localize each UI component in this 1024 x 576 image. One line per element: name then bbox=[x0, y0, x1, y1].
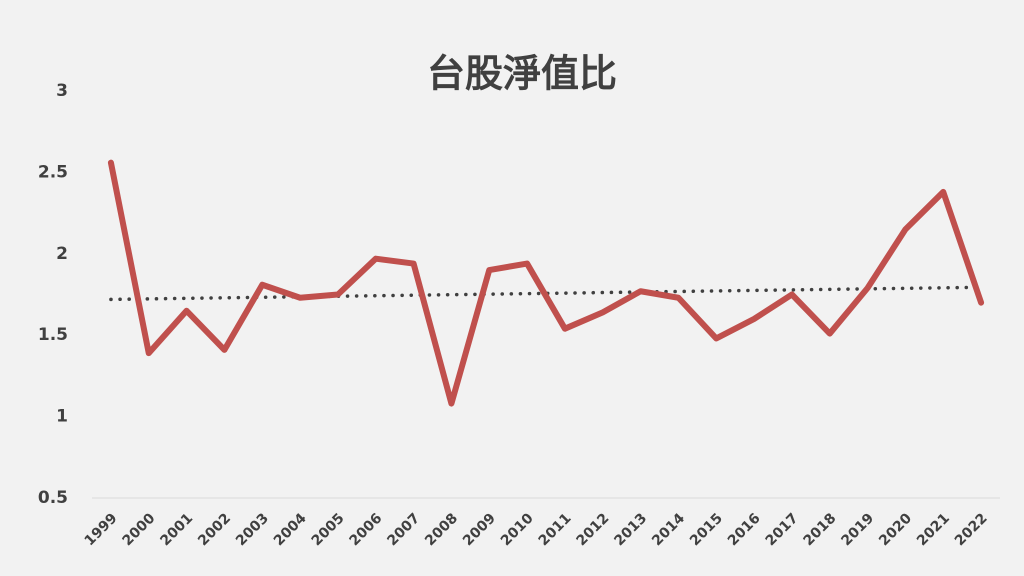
y-tick-label: 3 bbox=[56, 81, 68, 101]
y-tick-label: 1.5 bbox=[38, 325, 68, 345]
y-tick-label: 2 bbox=[56, 244, 68, 264]
data-line bbox=[107, 159, 985, 407]
y-tick-label: 1 bbox=[56, 407, 68, 427]
y-tick-label: 2.5 bbox=[38, 162, 68, 182]
chart-title: 台股淨值比 bbox=[427, 52, 617, 96]
y-tick-label: 0.5 bbox=[38, 488, 68, 508]
